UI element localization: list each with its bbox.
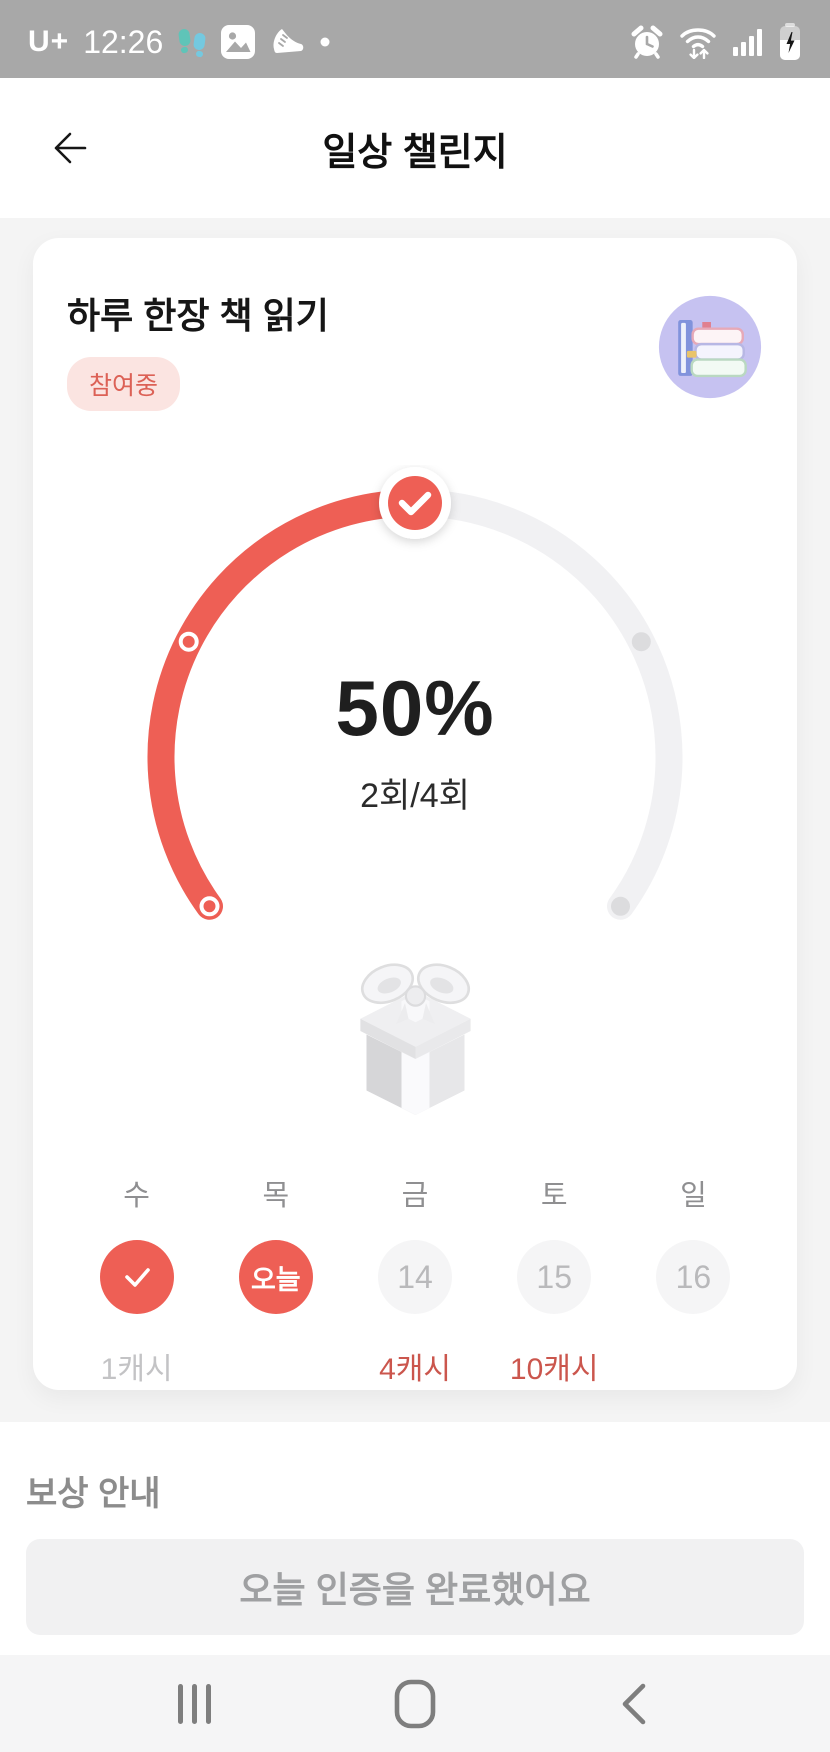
day-circle-future: 15 (517, 1240, 592, 1315)
wifi-arrows-icon (678, 25, 718, 59)
recents-icon (178, 1683, 211, 1724)
date-number: 16 (675, 1258, 712, 1295)
day-label: 수 (123, 1180, 150, 1213)
page-content: 하루 한장 책 읽기 참여중 (0, 218, 830, 1422)
day-label: 일 (680, 1180, 707, 1213)
recents-button[interactable] (150, 1659, 240, 1749)
check-icon (124, 1268, 150, 1288)
challenge-card-header: 하루 한장 책 읽기 참여중 (67, 294, 763, 412)
date-number: 15 (536, 1258, 572, 1295)
week-row: 수 1캐시 목 오늘 금 14 4캐시 (67, 1172, 763, 1388)
week-col-fri: 금 14 4캐시 (345, 1172, 484, 1388)
challenge-card: 하루 한장 책 읽기 참여중 (33, 238, 797, 1390)
reward-label: 1캐시 (100, 1353, 173, 1387)
current-progress-check-icon (379, 467, 451, 540)
shoe-icon (269, 26, 305, 58)
progress-arc (147, 467, 683, 920)
verify-complete-button[interactable]: 오늘 인증을 완료했어요 (26, 1539, 804, 1635)
nav-back-button[interactable] (590, 1659, 680, 1749)
day-circle-today[interactable]: 오늘 (238, 1240, 313, 1315)
day-circle-done (99, 1240, 174, 1315)
reward-label: 10캐시 (509, 1353, 599, 1387)
home-icon (394, 1679, 436, 1728)
week-col-wed: 수 1캐시 (67, 1172, 206, 1388)
status-bar-right (630, 23, 802, 61)
status-badge: 참여중 (67, 357, 181, 412)
status-time: 12:26 (83, 23, 164, 60)
step-dot-75 (631, 632, 651, 652)
day-circle-future: 14 (378, 1240, 452, 1315)
day-label: 목 (262, 1180, 290, 1213)
week-col-sun: 일 16 (624, 1172, 763, 1388)
day-label: 토 (540, 1180, 568, 1213)
reward-heading: 보상 안내 (26, 1475, 161, 1513)
step-dot-100 (611, 896, 630, 916)
challenge-books-avatar (657, 294, 763, 400)
gallery-icon (221, 25, 256, 59)
reward-section: 보상 안내 오늘 인증을 완료했어요 (0, 1422, 830, 1655)
week-col-sat: 토 15 10캐시 (485, 1172, 624, 1388)
carrier-label: U+ (28, 25, 70, 58)
gift-box-icon (359, 963, 471, 1116)
battery-charging-icon (778, 23, 802, 61)
step-ring-0 (199, 896, 220, 917)
footprints-icon (177, 26, 207, 58)
date-number: 14 (397, 1258, 433, 1295)
back-arrow-icon (54, 132, 87, 164)
day-label: 금 (401, 1180, 429, 1213)
back-button[interactable] (36, 116, 100, 180)
step-ring-25 (178, 631, 199, 652)
challenge-title: 하루 한장 책 읽기 (67, 295, 329, 336)
day-circle-future: 16 (656, 1240, 731, 1315)
status-bar: U+ 12:26 (0, 0, 830, 78)
page-title: 일상 챌린지 (322, 131, 508, 174)
challenge-title-block: 하루 한장 책 읽기 참여중 (67, 294, 329, 412)
notification-dot-icon (319, 36, 331, 48)
app-header: 일상 챌린지 (0, 78, 830, 218)
home-button[interactable] (370, 1659, 460, 1749)
alarm-icon (630, 25, 664, 59)
nav-back-icon (622, 1683, 646, 1724)
signal-bars-icon (732, 26, 764, 58)
progress-gauge: 50% 2회/4회 (145, 465, 685, 940)
books-icon (658, 295, 762, 399)
today-label: 오늘 (250, 1264, 301, 1295)
reward-label: 4캐시 (379, 1353, 451, 1387)
android-nav-bar (0, 1655, 830, 1752)
week-col-thu: 목 오늘 (206, 1172, 345, 1388)
status-bar-left: U+ 12:26 (28, 24, 331, 61)
